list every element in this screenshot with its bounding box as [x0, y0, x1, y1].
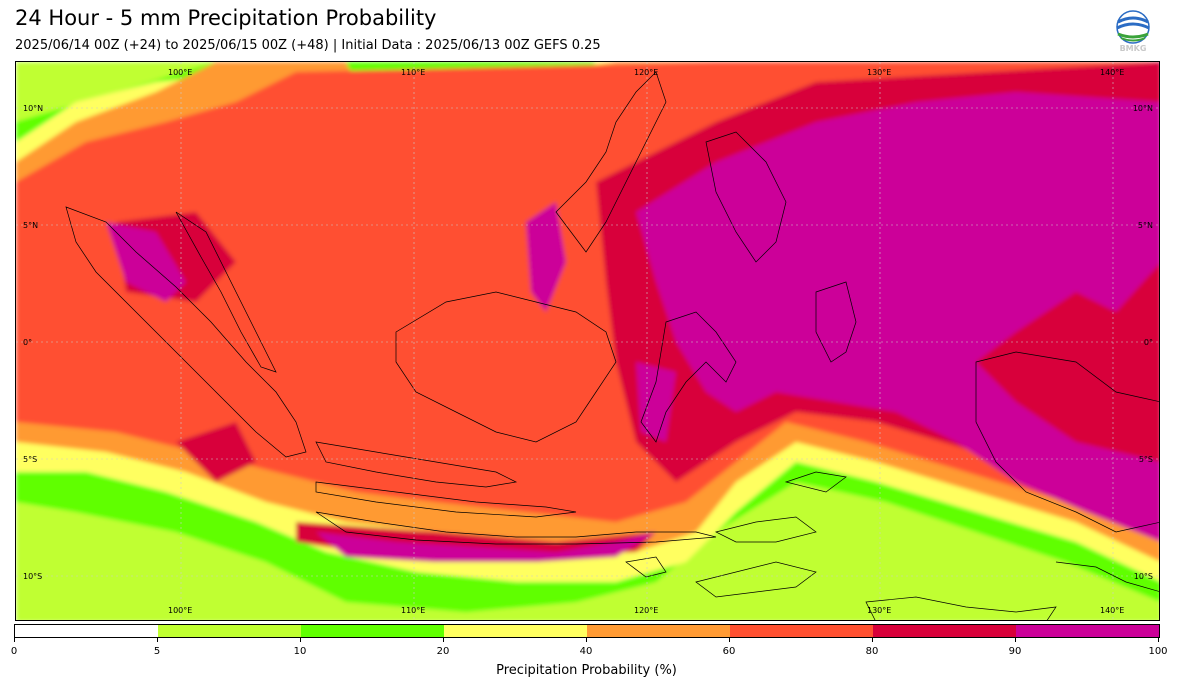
- lon-label: 100°E: [168, 606, 192, 615]
- probability-field: [16, 62, 1159, 620]
- colorbar-swatch: [158, 625, 302, 637]
- page-title: 24 Hour - 5 mm Precipitation Probability: [15, 6, 437, 30]
- lat-label: 10°S: [23, 572, 42, 581]
- colorbar-tick-mark: [1158, 638, 1159, 642]
- colorbar-ticks: 0 5 10 20 40 60 80 90 100: [10, 638, 1168, 662]
- colorbar-tick-mark: [872, 638, 873, 642]
- lon-label: 100°E: [168, 68, 192, 77]
- colorbar-tick-mark: [443, 638, 444, 642]
- lon-label: 130°E: [867, 606, 891, 615]
- colorbar-tick-label: 0: [10, 646, 18, 657]
- colorbar-swatch: [587, 625, 731, 637]
- lon-label: 120°E: [634, 68, 658, 77]
- colorbar-tick-label: 90: [1008, 646, 1022, 657]
- graticule: [16, 62, 1159, 620]
- map-canvas: 100°E 110°E 120°E 130°E 140°E 100°E 110°…: [16, 62, 1159, 620]
- lat-label: 10°S: [1134, 572, 1153, 581]
- lat-label: 5°S: [23, 455, 37, 464]
- lon-labels-bottom: 100°E 110°E 120°E 130°E 140°E: [168, 606, 1124, 615]
- lon-label: 110°E: [401, 606, 425, 615]
- bmkg-logo: BMKG: [1112, 10, 1154, 56]
- lat-label: 0°: [1144, 338, 1153, 347]
- colorbar-tick-mark: [729, 638, 730, 642]
- precipitation-map: 100°E 110°E 120°E 130°E 140°E 100°E 110°…: [15, 61, 1160, 621]
- lat-label: 0°: [23, 338, 32, 347]
- colorbar-tick-label: 20: [436, 646, 450, 657]
- colorbar-tick-mark: [14, 638, 15, 642]
- colorbar-swatch: [1016, 625, 1159, 637]
- coastlines: [65, 71, 1159, 620]
- colorbar-tick-mark: [300, 638, 301, 642]
- colorbar: [14, 624, 1160, 638]
- lat-labels-right: 10°N 5°N 0° 5°S 10°S: [1133, 104, 1153, 581]
- colorbar-tick-label: 5: [153, 646, 161, 657]
- logo-globe-icon: [1116, 10, 1150, 44]
- colorbar-tick-label: 10: [293, 646, 307, 657]
- colorbar-tick-mark: [1015, 638, 1016, 642]
- colorbar-tick-label: 80: [865, 646, 879, 657]
- colorbar-swatch: [301, 625, 445, 637]
- lat-label: 10°N: [1133, 104, 1153, 113]
- colorbar-swatches: [15, 625, 1159, 637]
- colorbar-swatch: [15, 625, 159, 637]
- lat-label: 5°S: [1139, 455, 1153, 464]
- colorbar-swatch: [730, 625, 874, 637]
- colorbar-tick-label: 60: [722, 646, 736, 657]
- colorbar-swatch: [873, 625, 1017, 637]
- lon-label: 110°E: [401, 68, 425, 77]
- page-subtitle: 2025/06/14 00Z (+24) to 2025/06/15 00Z (…: [15, 38, 601, 53]
- colorbar-swatch: [444, 625, 588, 637]
- colorbar-tick-mark: [157, 638, 158, 642]
- lon-label: 140°E: [1100, 606, 1124, 615]
- lon-label: 130°E: [867, 68, 891, 77]
- lon-label: 120°E: [634, 606, 658, 615]
- lon-label: 140°E: [1100, 68, 1124, 77]
- lat-label: 5°N: [1138, 221, 1153, 230]
- colorbar-tick-mark: [586, 638, 587, 642]
- lat-label: 5°N: [23, 221, 38, 230]
- logo-text: BMKG: [1119, 44, 1147, 53]
- colorbar-tick-label: 40: [579, 646, 593, 657]
- lat-label: 10°N: [23, 104, 43, 113]
- colorbar-tick-label: 100: [1148, 646, 1168, 657]
- colorbar-label: Precipitation Probability (%): [496, 663, 677, 678]
- lat-labels-left: 10°N 5°N 0° 5°S 10°S: [23, 104, 43, 581]
- lon-labels-top: 100°E 110°E 120°E 130°E 140°E: [168, 68, 1124, 77]
